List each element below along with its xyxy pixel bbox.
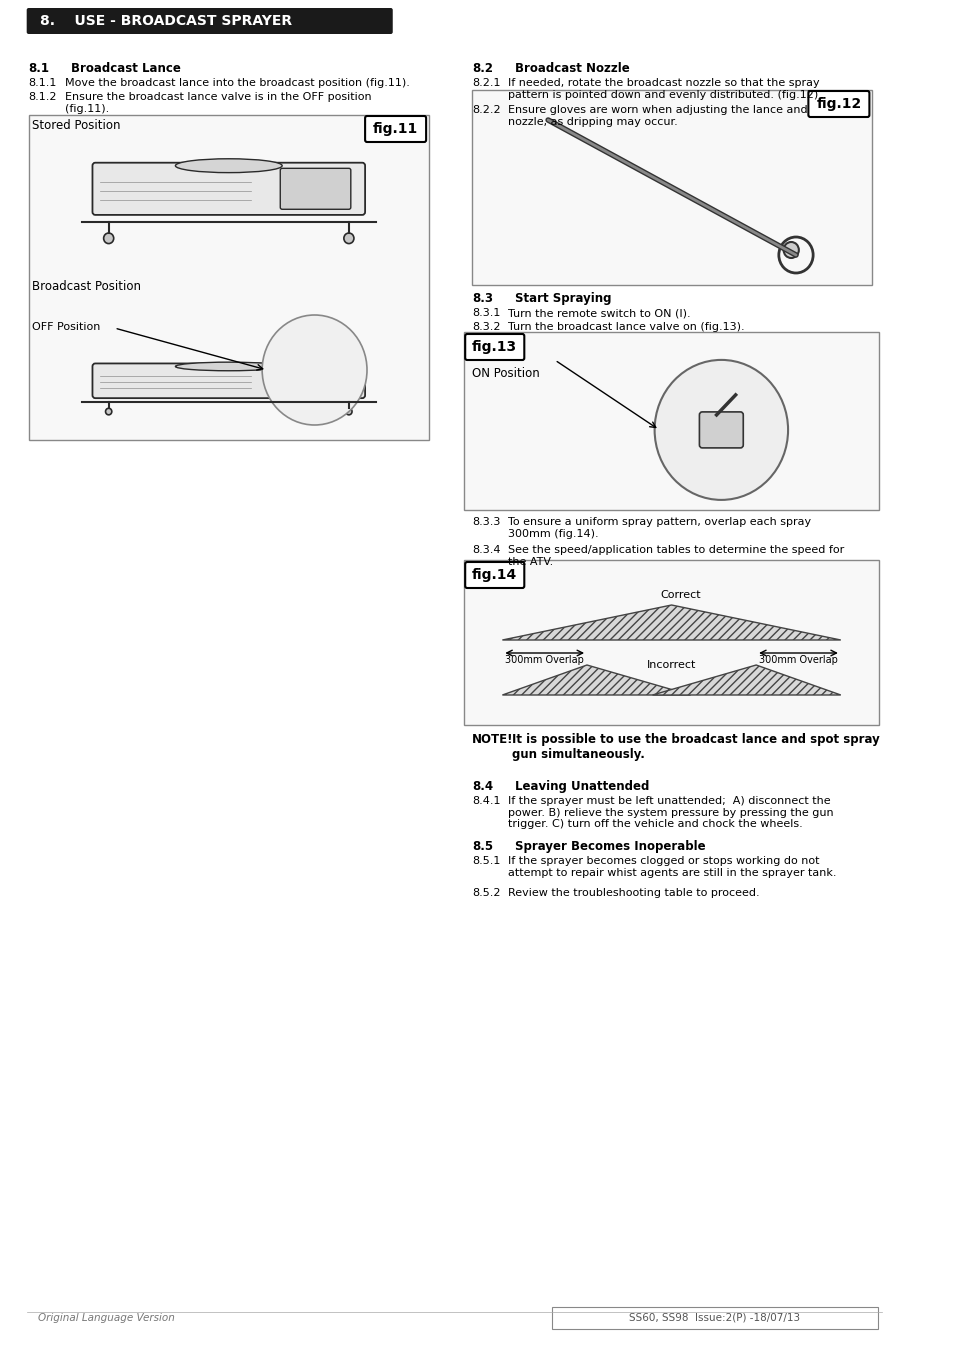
Circle shape [782,242,798,258]
Text: Stored Position: Stored Position [32,119,121,132]
Text: 8.3.4: 8.3.4 [472,545,499,555]
Text: fig.14: fig.14 [472,568,517,582]
Text: It is possible to use the broadcast lance and spot spray
gun simultaneously.: It is possible to use the broadcast lanc… [512,733,879,761]
Circle shape [343,234,354,243]
Text: Review the troubleshooting table to proceed.: Review the troubleshooting table to proc… [508,888,759,898]
Text: fig.13: fig.13 [472,340,517,354]
Text: OFF Position: OFF Position [32,323,101,332]
FancyBboxPatch shape [699,412,742,448]
Text: 8.2.2: 8.2.2 [472,105,500,115]
Text: 8.4: 8.4 [472,780,493,792]
Polygon shape [502,666,690,695]
Text: fig.12: fig.12 [816,97,861,111]
Text: 8.5.1: 8.5.1 [472,856,499,865]
FancyBboxPatch shape [472,90,871,285]
Text: 8.5: 8.5 [472,840,493,853]
Text: 8.3.2: 8.3.2 [472,323,499,332]
Text: Correct: Correct [660,590,700,599]
Text: Sprayer Becomes Inoperable: Sprayer Becomes Inoperable [515,840,704,853]
Text: 8.5.2: 8.5.2 [472,888,499,898]
Polygon shape [502,605,840,640]
FancyBboxPatch shape [92,163,365,215]
Text: 8.1.2: 8.1.2 [29,92,57,103]
FancyBboxPatch shape [365,116,426,142]
Text: 300mm Overlap: 300mm Overlap [759,655,837,666]
Text: ON Position: ON Position [472,367,539,379]
Text: See the speed/application tables to determine the speed for
the ATV.: See the speed/application tables to dete… [508,545,843,567]
Text: If the sprayer must be left unattended;  A) disconnect the
power. B) relieve the: If the sprayer must be left unattended; … [508,796,833,829]
Text: 8.3: 8.3 [472,292,493,305]
Text: 8.    USE - BROADCAST SPRAYER: 8. USE - BROADCAST SPRAYER [40,14,292,28]
FancyBboxPatch shape [807,90,868,117]
FancyBboxPatch shape [464,560,878,725]
Circle shape [654,360,787,500]
Text: 300mm Overlap: 300mm Overlap [505,655,583,666]
Text: If the sprayer becomes clogged or stops working do not
attempt to repair whist a: If the sprayer becomes clogged or stops … [508,856,836,878]
Text: SS60, SS98  Issue:2(P) -18/07/13: SS60, SS98 Issue:2(P) -18/07/13 [629,1314,800,1323]
Text: 8.4.1: 8.4.1 [472,796,499,806]
Text: Broadcast Position: Broadcast Position [32,279,141,293]
Text: Broadcast Lance: Broadcast Lance [71,62,181,76]
Ellipse shape [175,159,282,173]
Ellipse shape [175,362,282,371]
Polygon shape [652,666,840,695]
Text: If needed, rotate the broadcast nozzle so that the spray
pattern is pointed down: If needed, rotate the broadcast nozzle s… [508,78,819,100]
Text: Incorrect: Incorrect [646,660,696,670]
Text: Start Spraying: Start Spraying [515,292,611,305]
FancyBboxPatch shape [29,115,429,440]
FancyBboxPatch shape [464,332,878,510]
Circle shape [106,408,112,414]
Text: 8.2.1: 8.2.1 [472,78,499,88]
Text: Original Language Version: Original Language Version [38,1314,174,1323]
Text: To ensure a uniform spray pattern, overlap each spray
300mm (fig.14).: To ensure a uniform spray pattern, overl… [508,517,810,539]
FancyBboxPatch shape [465,333,524,360]
FancyBboxPatch shape [552,1307,877,1328]
Text: Turn the remote switch to ON (I).: Turn the remote switch to ON (I). [508,308,690,319]
FancyBboxPatch shape [280,169,351,209]
FancyBboxPatch shape [465,562,524,589]
Text: Move the broadcast lance into the broadcast position (fig.11).: Move the broadcast lance into the broadc… [65,78,409,88]
Text: 8.2: 8.2 [472,62,493,76]
Text: Broadcast Nozzle: Broadcast Nozzle [515,62,629,76]
Text: NOTE!: NOTE! [472,733,513,747]
Text: Leaving Unattended: Leaving Unattended [515,780,648,792]
Text: 8.1.1: 8.1.1 [29,78,57,88]
Text: fig.11: fig.11 [373,122,417,136]
Text: 8.1: 8.1 [29,62,50,76]
Circle shape [345,408,352,414]
Circle shape [104,234,113,243]
FancyBboxPatch shape [92,363,365,398]
Circle shape [262,315,367,425]
FancyBboxPatch shape [280,367,351,394]
Text: Ensure the broadcast lance valve is in the OFF position
(fig.11).: Ensure the broadcast lance valve is in t… [65,92,371,113]
FancyBboxPatch shape [27,8,393,34]
Text: Turn the broadcast lance valve on (fig.13).: Turn the broadcast lance valve on (fig.1… [508,323,744,332]
Text: 8.3.1: 8.3.1 [472,308,499,319]
Text: 8.3.3: 8.3.3 [472,517,499,526]
Text: Ensure gloves are worn when adjusting the lance and
nozzle, as dripping may occu: Ensure gloves are worn when adjusting th… [508,105,807,127]
